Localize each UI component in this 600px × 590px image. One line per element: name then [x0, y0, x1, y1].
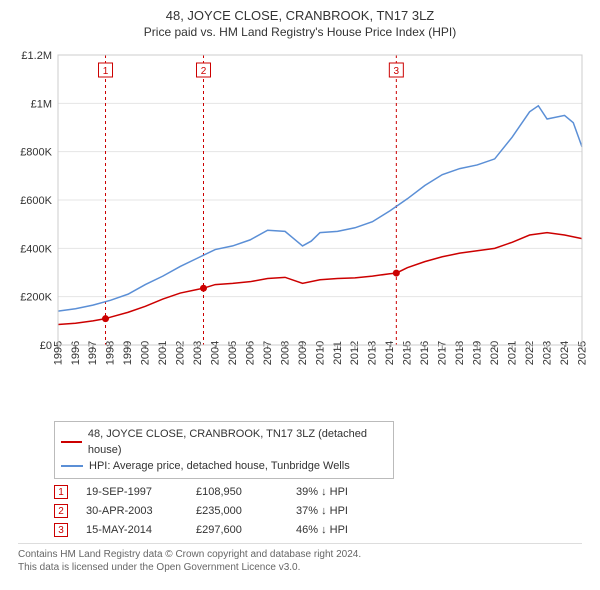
sale-event: 3 15-MAY-2014 £297,600 46% ↓ HPI [54, 523, 590, 537]
sale-event: 2 30-APR-2003 £235,000 37% ↓ HPI [54, 504, 590, 518]
event-marker-icon: 1 [54, 485, 68, 499]
svg-text:2012: 2012 [349, 341, 361, 365]
legend-label: HPI: Average price, detached house, Tunb… [89, 458, 350, 474]
chart-subtitle: Price paid vs. HM Land Registry's House … [10, 25, 590, 39]
svg-text:2015: 2015 [402, 341, 414, 365]
svg-text:2007: 2007 [262, 341, 274, 365]
event-date: 30-APR-2003 [86, 505, 196, 517]
svg-text:2008: 2008 [279, 341, 291, 365]
svg-text:2003: 2003 [192, 341, 204, 365]
svg-text:2019: 2019 [472, 341, 484, 365]
svg-text:£400K: £400K [20, 243, 52, 255]
footer-line: Contains HM Land Registry data © Crown c… [18, 548, 582, 561]
event-price: £235,000 [196, 505, 296, 517]
svg-text:1998: 1998 [105, 341, 117, 365]
svg-text:£200K: £200K [20, 292, 52, 304]
svg-text:2002: 2002 [175, 341, 187, 365]
svg-text:2010: 2010 [314, 341, 326, 365]
svg-text:1996: 1996 [70, 341, 82, 365]
svg-text:2009: 2009 [297, 341, 309, 365]
chart-container: 48, JOYCE CLOSE, CRANBROOK, TN17 3LZ Pri… [0, 0, 600, 580]
svg-text:3: 3 [394, 66, 400, 77]
svg-text:2014: 2014 [384, 341, 396, 365]
footer-attribution: Contains HM Land Registry data © Crown c… [18, 543, 582, 574]
svg-text:£800K: £800K [20, 147, 52, 159]
legend-item-property: 48, JOYCE CLOSE, CRANBROOK, TN17 3LZ (de… [61, 426, 387, 458]
svg-text:2001: 2001 [157, 341, 169, 365]
svg-text:2022: 2022 [524, 341, 536, 365]
svg-text:£600K: £600K [20, 195, 52, 207]
event-date: 19-SEP-1997 [86, 486, 196, 498]
event-price: £108,950 [196, 486, 296, 498]
svg-text:2018: 2018 [454, 341, 466, 365]
svg-text:2000: 2000 [140, 341, 152, 365]
svg-text:1997: 1997 [87, 341, 99, 365]
event-diff: 39% ↓ HPI [296, 486, 396, 498]
chart-title: 48, JOYCE CLOSE, CRANBROOK, TN17 3LZ [10, 8, 590, 23]
event-marker-icon: 3 [54, 523, 68, 537]
legend-swatch [61, 465, 83, 467]
sale-events: 1 19-SEP-1997 £108,950 39% ↓ HPI 2 30-AP… [54, 485, 590, 537]
svg-text:2013: 2013 [367, 341, 379, 365]
event-diff: 37% ↓ HPI [296, 505, 396, 517]
event-price: £297,600 [196, 524, 296, 536]
event-diff: 46% ↓ HPI [296, 524, 396, 536]
svg-text:2006: 2006 [244, 341, 256, 365]
svg-text:2021: 2021 [506, 341, 518, 365]
legend-item-hpi: HPI: Average price, detached house, Tunb… [61, 458, 387, 474]
chart-svg: £0£200K£400K£600K£800K£1M£1.2M1995199619… [10, 45, 590, 415]
event-marker-icon: 2 [54, 504, 68, 518]
footer-line: This data is licensed under the Open Gov… [18, 561, 582, 574]
sale-event: 1 19-SEP-1997 £108,950 39% ↓ HPI [54, 485, 590, 499]
svg-text:2004: 2004 [209, 341, 221, 365]
event-date: 15-MAY-2014 [86, 524, 196, 536]
svg-text:2020: 2020 [489, 341, 501, 365]
chart-area: £0£200K£400K£600K£800K£1M£1.2M1995199619… [10, 45, 590, 415]
legend: 48, JOYCE CLOSE, CRANBROOK, TN17 3LZ (de… [54, 421, 394, 479]
svg-text:2005: 2005 [227, 341, 239, 365]
legend-label: 48, JOYCE CLOSE, CRANBROOK, TN17 3LZ (de… [88, 426, 387, 458]
svg-text:£1.2M: £1.2M [21, 50, 52, 62]
svg-text:2016: 2016 [419, 341, 431, 365]
svg-text:1: 1 [103, 66, 109, 77]
svg-text:2023: 2023 [541, 341, 553, 365]
svg-text:2024: 2024 [559, 341, 571, 365]
svg-text:1999: 1999 [122, 341, 134, 365]
svg-text:2017: 2017 [437, 341, 449, 365]
svg-text:£0: £0 [40, 340, 52, 352]
svg-text:2: 2 [201, 66, 207, 77]
legend-swatch [61, 441, 82, 443]
svg-text:£1M: £1M [31, 98, 52, 110]
